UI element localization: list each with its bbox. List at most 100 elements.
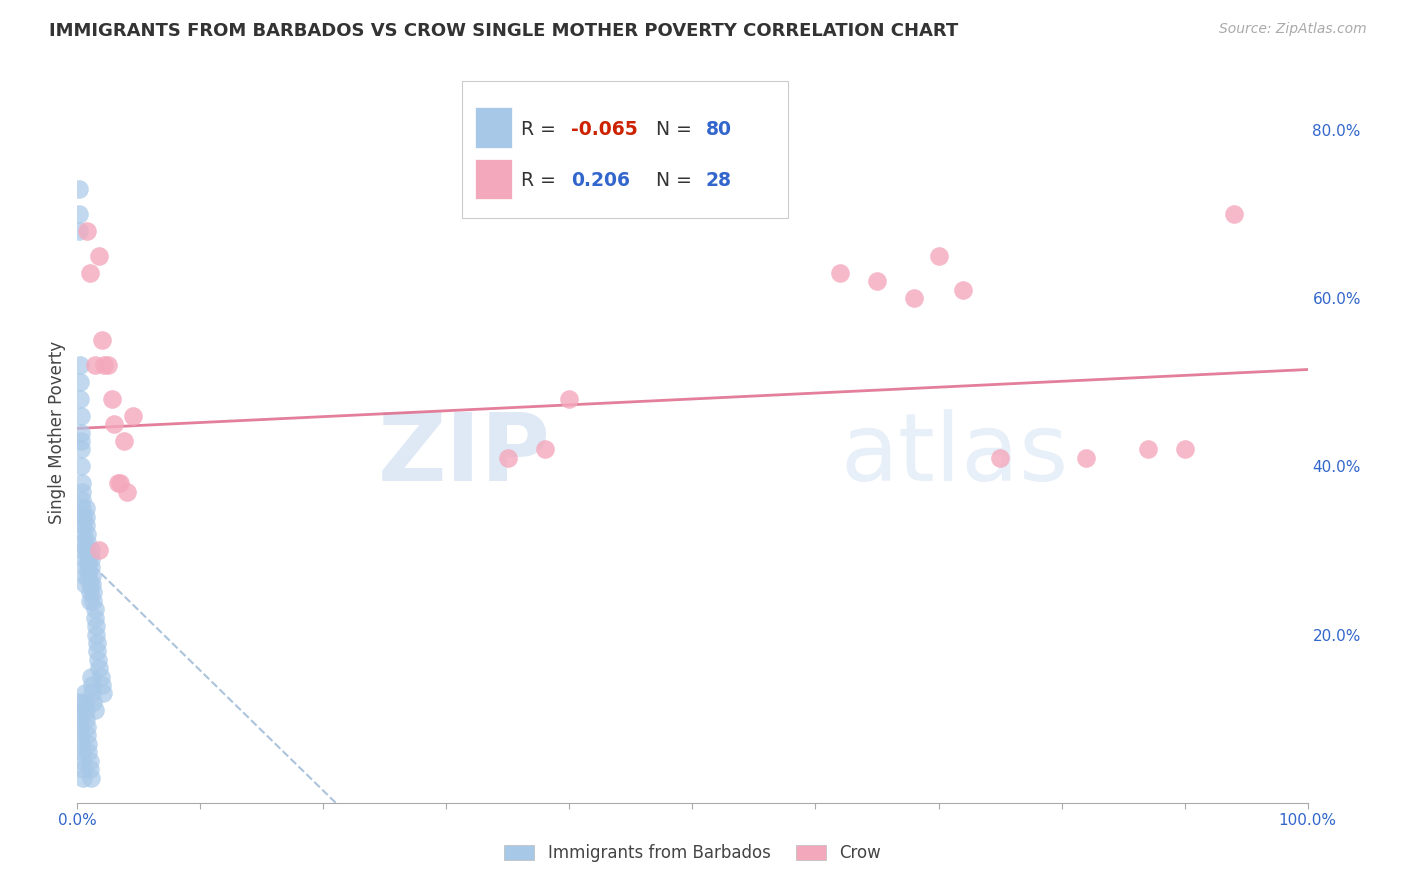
Point: [89, 661, 111, 675]
Point: [110, 476, 132, 491]
Point: [67, 703, 90, 717]
Point: [67, 207, 90, 221]
Point: [830, 266, 852, 280]
Point: [73, 560, 96, 574]
Point: [80, 670, 103, 684]
Point: [73, 551, 96, 566]
Point: [903, 291, 925, 305]
Point: [82, 577, 104, 591]
Point: [70, 409, 93, 423]
Point: [1136, 442, 1159, 457]
Point: [72, 535, 94, 549]
Point: [112, 434, 135, 448]
Point: [70, 492, 93, 507]
Point: [76, 543, 98, 558]
Text: IMMIGRANTS FROM BARBADOS VS CROW SINGLE MOTHER POVERTY CORRELATION CHART: IMMIGRANTS FROM BARBADOS VS CROW SINGLE …: [49, 22, 959, 40]
Point: [86, 644, 108, 658]
Point: [952, 283, 974, 297]
Text: N =: N =: [644, 120, 699, 138]
Point: [1223, 207, 1246, 221]
Text: N =: N =: [644, 171, 699, 190]
Point: [77, 560, 100, 574]
Point: [72, 526, 94, 541]
Point: [69, 392, 91, 406]
Text: atlas: atlas: [841, 409, 1069, 500]
Point: [70, 425, 93, 440]
Point: [1076, 450, 1098, 465]
Point: [69, 720, 91, 734]
Point: [69, 359, 91, 373]
FancyBboxPatch shape: [463, 81, 789, 218]
Point: [928, 249, 950, 263]
Point: [73, 695, 96, 709]
Point: [75, 518, 97, 533]
Point: [77, 551, 100, 566]
Text: ZIP: ZIP: [378, 409, 551, 500]
Point: [70, 459, 93, 474]
Point: [79, 266, 101, 280]
Point: [91, 686, 114, 700]
Text: 0.206: 0.206: [571, 171, 630, 190]
Point: [80, 551, 103, 566]
Text: R =: R =: [522, 120, 562, 138]
Point: [77, 745, 100, 759]
Point: [103, 417, 125, 432]
Point: [70, 476, 93, 491]
Point: [77, 737, 100, 751]
Point: [534, 442, 557, 457]
Text: R =: R =: [522, 171, 568, 190]
Point: [121, 409, 143, 423]
Point: [76, 720, 98, 734]
Point: [79, 754, 101, 768]
Point: [496, 450, 519, 465]
Point: [70, 501, 93, 516]
Point: [72, 518, 94, 533]
Point: [72, 543, 94, 558]
Point: [83, 359, 105, 373]
Point: [79, 762, 101, 776]
Y-axis label: Single Mother Poverty: Single Mother Poverty: [48, 341, 66, 524]
Point: [86, 636, 108, 650]
Point: [79, 594, 101, 608]
Point: [76, 729, 98, 743]
Point: [87, 653, 110, 667]
Bar: [475, 107, 512, 147]
Point: [69, 712, 91, 726]
Point: [80, 771, 103, 785]
Point: [82, 585, 104, 599]
Point: [82, 695, 104, 709]
Point: [67, 224, 90, 238]
Point: [76, 224, 98, 238]
Text: 28: 28: [706, 171, 733, 190]
Point: [70, 442, 93, 457]
Point: [83, 602, 105, 616]
Legend: Immigrants from Barbados, Crow: Immigrants from Barbados, Crow: [498, 838, 887, 869]
Point: [107, 476, 129, 491]
Point: [67, 181, 90, 195]
Point: [75, 501, 97, 516]
Point: [115, 484, 138, 499]
Point: [75, 712, 97, 726]
Point: [70, 754, 93, 768]
Point: [97, 359, 120, 373]
Point: [90, 333, 114, 347]
Point: [67, 695, 90, 709]
Point: [76, 526, 98, 541]
Point: [75, 703, 97, 717]
Point: [72, 762, 94, 776]
Point: [70, 745, 93, 759]
Point: [866, 274, 889, 288]
Point: [82, 594, 104, 608]
Point: [90, 678, 114, 692]
Point: [80, 560, 103, 574]
Point: [89, 543, 111, 558]
Point: [72, 771, 94, 785]
Text: -0.065: -0.065: [571, 120, 637, 138]
Point: [70, 484, 93, 499]
Point: [70, 434, 93, 448]
Point: [77, 568, 100, 582]
Point: [89, 249, 111, 263]
Point: [83, 703, 105, 717]
Point: [90, 670, 112, 684]
Point: [72, 509, 94, 524]
